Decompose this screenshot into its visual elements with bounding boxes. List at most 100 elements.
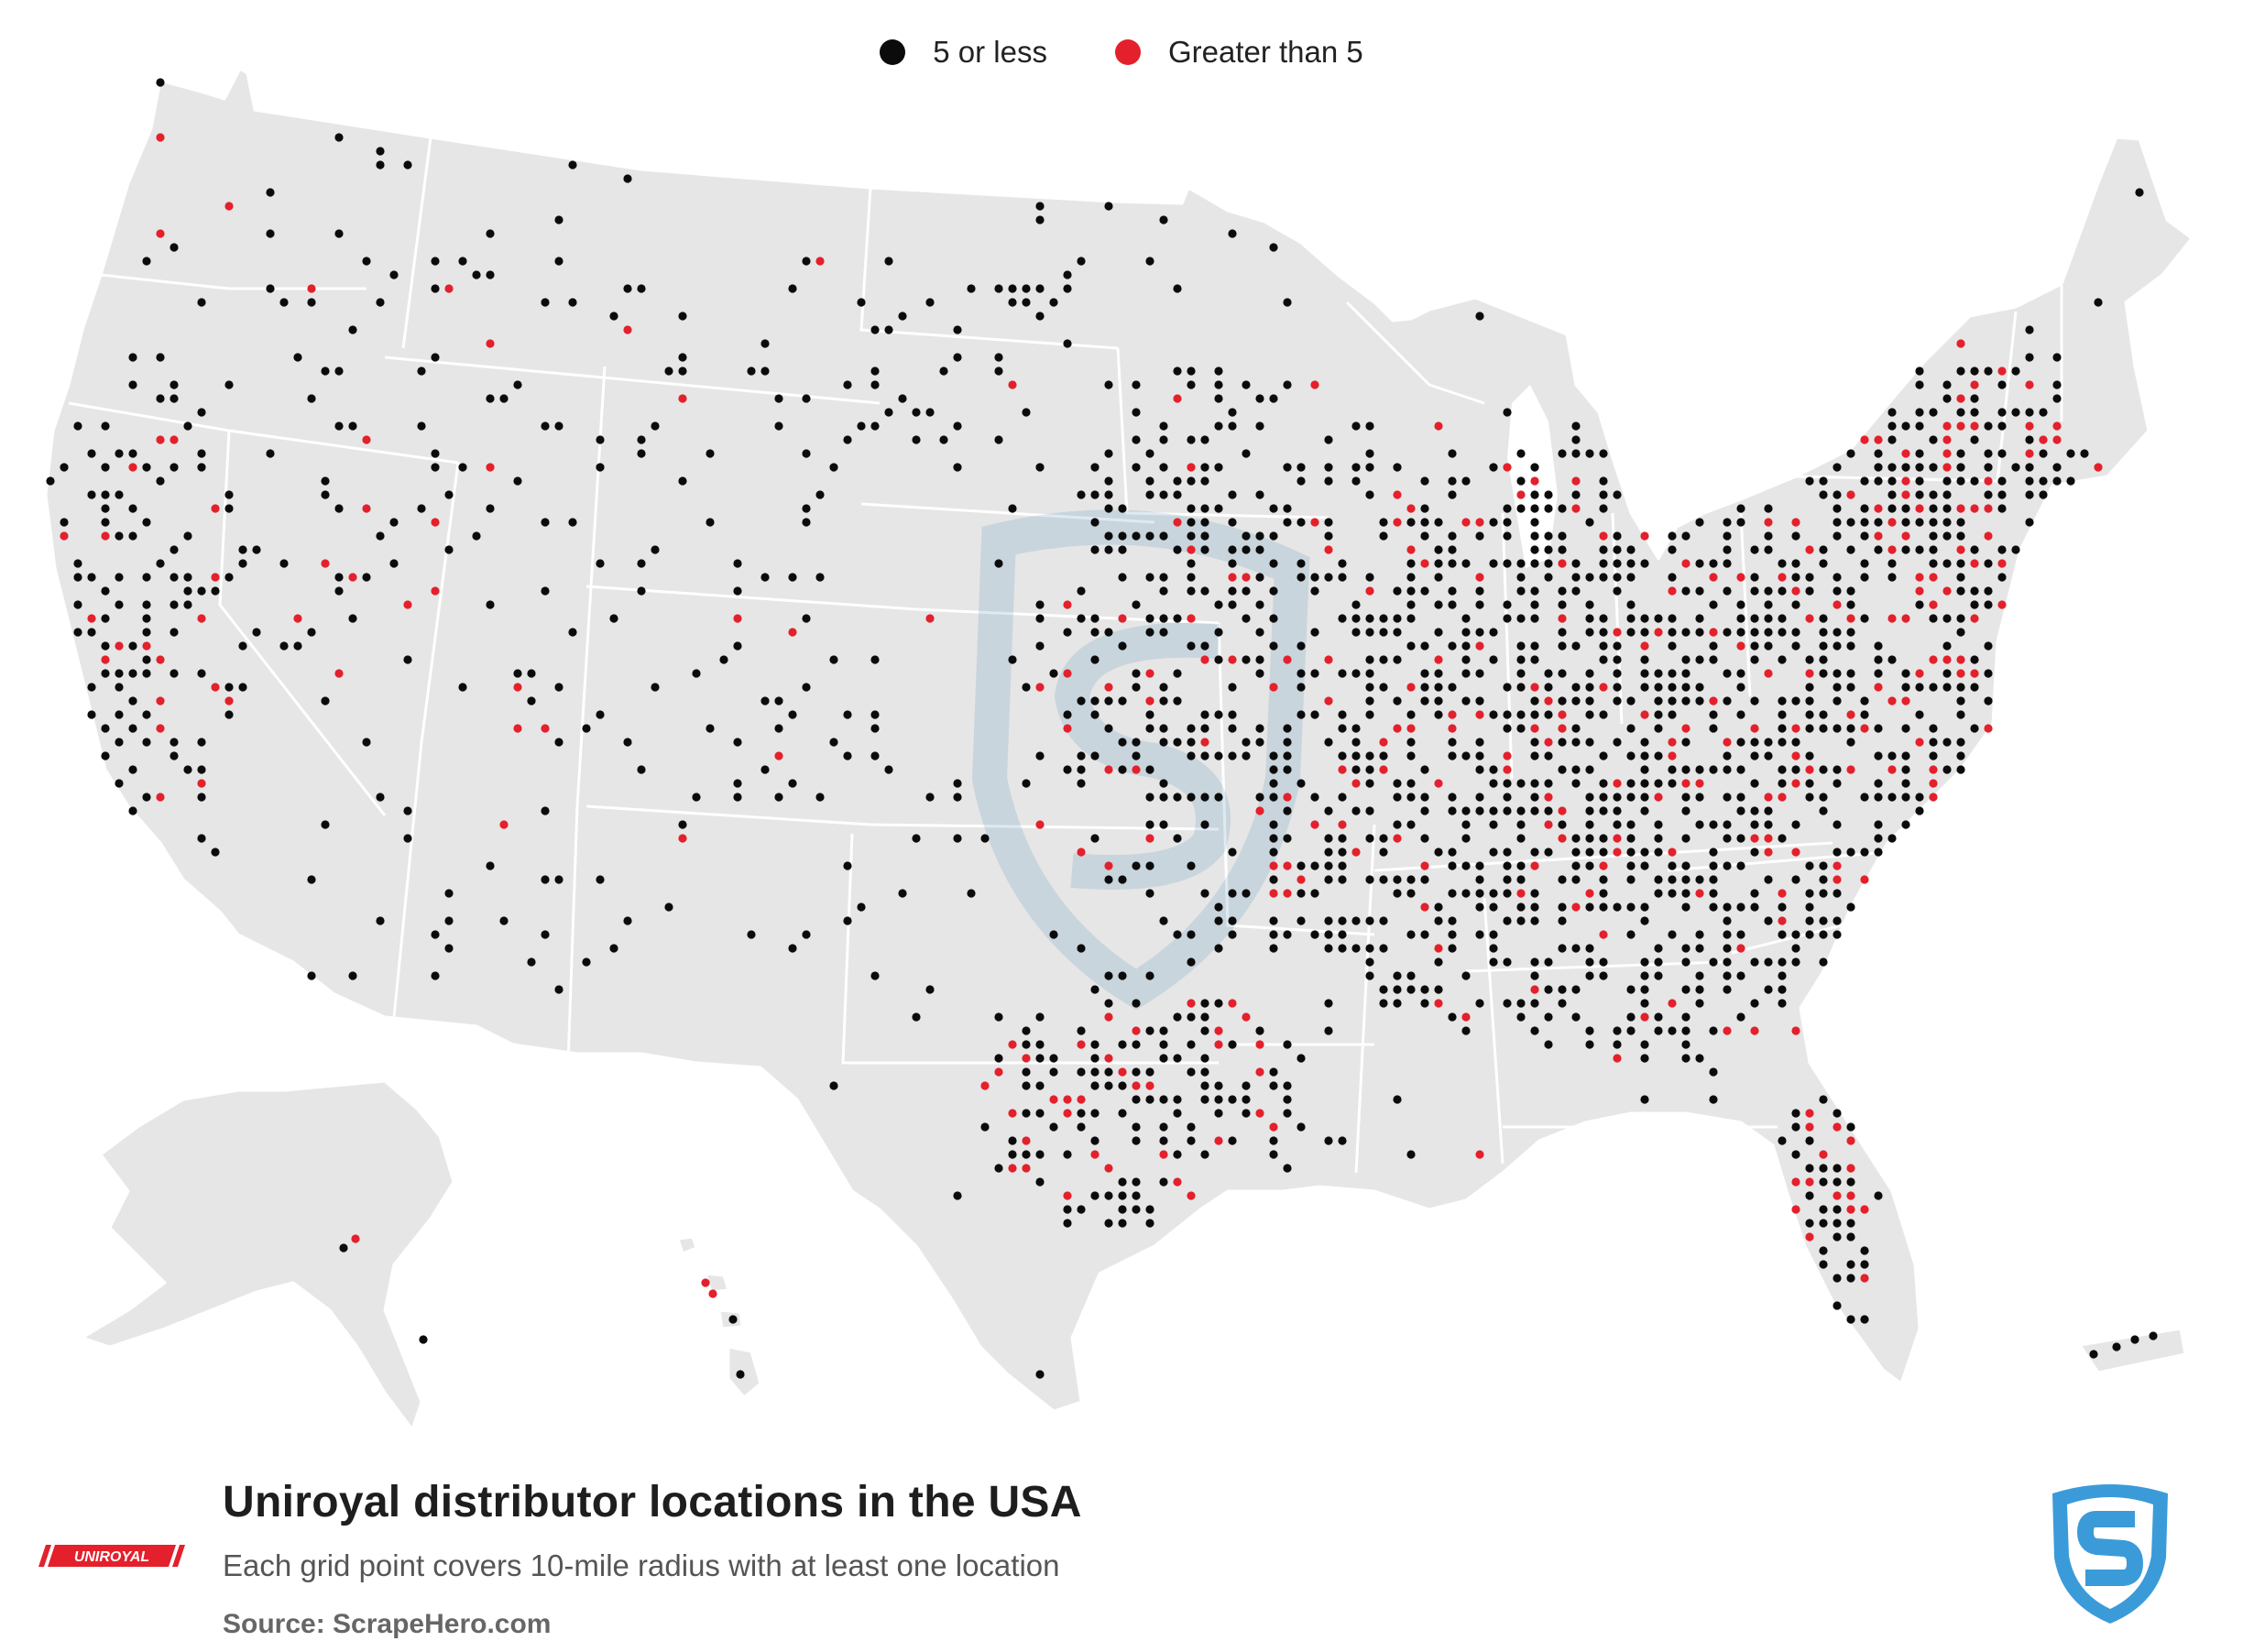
border-ne-ks xyxy=(915,607,1220,625)
location-dot-low xyxy=(1846,545,1855,554)
border-il-in xyxy=(1501,512,1514,780)
location-dot-low xyxy=(1530,696,1539,706)
location-dot-low xyxy=(1778,655,1787,664)
location-dot-low xyxy=(980,834,990,843)
location-dot-low xyxy=(101,724,110,733)
location-dot-low xyxy=(967,889,976,898)
location-dot-low xyxy=(1420,999,1429,1008)
location-dot-low xyxy=(1599,710,1608,719)
location-dot-low xyxy=(1530,751,1539,760)
location-dot-low xyxy=(1819,916,1828,925)
location-dot-low xyxy=(870,380,880,389)
location-dot-low xyxy=(1118,971,1127,980)
location-dot-low xyxy=(1145,765,1154,774)
location-dot-low xyxy=(1846,1260,1855,1269)
location-dot-low xyxy=(1695,696,1704,706)
location-dot-low xyxy=(1475,765,1484,774)
location-dot-low xyxy=(1640,903,1649,912)
location-dot-high xyxy=(1846,765,1855,774)
location-dot-low xyxy=(692,669,701,678)
location-dot-low xyxy=(1640,985,1649,994)
location-dot-low xyxy=(1516,669,1526,678)
location-dot-low xyxy=(1956,449,1965,458)
location-dot-low xyxy=(1420,531,1429,541)
location-dot-low xyxy=(1461,806,1471,815)
location-dot-low xyxy=(1530,518,1539,527)
location-dot-low xyxy=(541,930,550,939)
location-dot-low xyxy=(1187,724,1196,733)
location-dot-low xyxy=(1613,545,1622,554)
location-dot-low xyxy=(376,793,385,802)
location-dot-low xyxy=(1503,916,1512,925)
location-dot-low xyxy=(2011,408,2020,417)
location-dot-high xyxy=(1104,1164,1113,1173)
location-dot-low xyxy=(1805,476,1814,486)
location-dot-low xyxy=(1255,669,1264,678)
location-dot-low xyxy=(1214,1095,1223,1104)
location-dot-low xyxy=(1214,999,1223,1008)
location-dot-low xyxy=(419,1335,428,1344)
location-dot-low xyxy=(637,586,646,596)
location-dot-low xyxy=(1709,559,1718,568)
location-dot-low xyxy=(1283,504,1292,513)
location-dot-low xyxy=(1626,751,1636,760)
location-dot-high xyxy=(1503,463,1512,472)
location-dot-low xyxy=(1379,751,1388,760)
location-dot-low xyxy=(788,710,797,719)
location-dot-low xyxy=(1503,724,1512,733)
location-dot-low xyxy=(1736,710,1745,719)
location-dot-low xyxy=(1805,1191,1814,1200)
location-dot-low xyxy=(1695,683,1704,692)
location-dot-low xyxy=(2039,476,2048,486)
location-dot-low xyxy=(1077,614,1086,623)
location-dot-low xyxy=(1723,944,1732,953)
location-dot-low xyxy=(637,284,646,293)
location-dot-low xyxy=(1942,738,1952,747)
location-dot-low xyxy=(1379,875,1388,884)
location-dot-low xyxy=(142,518,151,527)
location-dot-low xyxy=(307,628,316,637)
location-dot-high xyxy=(1956,545,1965,554)
location-dot-high xyxy=(1228,999,1237,1008)
location-dot-low xyxy=(1434,669,1443,678)
location-dot-high xyxy=(1791,586,1800,596)
location-dot-low xyxy=(1461,614,1471,623)
location-dot-high xyxy=(1008,1040,1017,1049)
location-dot-low xyxy=(1406,793,1416,802)
location-dot-low xyxy=(1090,655,1100,664)
location-dot-low xyxy=(1709,1026,1718,1035)
location-dot-high xyxy=(623,325,632,334)
border-co-nm xyxy=(585,804,871,826)
location-dot-low xyxy=(1640,751,1649,760)
location-dot-high xyxy=(1338,765,1347,774)
location-dot-low xyxy=(1448,806,1457,815)
location-dot-low xyxy=(1668,545,1677,554)
location-dot-high xyxy=(1942,586,1952,596)
location-dot-low xyxy=(1187,641,1196,651)
location-dot-low xyxy=(1942,476,1952,486)
location-dot-low xyxy=(1970,586,1979,596)
location-dot-low xyxy=(1351,600,1361,609)
location-dot-low xyxy=(1530,793,1539,802)
location-dot-low xyxy=(1365,916,1374,925)
location-dot-low xyxy=(1558,696,1567,706)
location-dot-low xyxy=(1709,1095,1718,1104)
location-dot-low xyxy=(1283,765,1292,774)
location-dot-low xyxy=(1503,875,1512,884)
location-dot-low xyxy=(1365,765,1374,774)
location-dot-low xyxy=(857,421,866,431)
location-dot-high xyxy=(1956,504,1965,513)
location-dot-low xyxy=(1791,696,1800,706)
location-dot-low xyxy=(1035,1054,1045,1063)
location-dot-low xyxy=(1049,298,1058,307)
location-dot-low xyxy=(1874,848,1883,857)
border-mt-wy xyxy=(384,356,881,405)
location-dot-low xyxy=(1516,903,1526,912)
location-dot-low xyxy=(1393,875,1402,884)
location-dot-low xyxy=(1434,628,1443,637)
location-dot-low xyxy=(1173,1150,1182,1159)
location-dot-low xyxy=(431,930,440,939)
location-dot-low xyxy=(1626,1012,1636,1022)
location-dot-low xyxy=(1805,779,1814,788)
location-dot-high xyxy=(1063,600,1072,609)
